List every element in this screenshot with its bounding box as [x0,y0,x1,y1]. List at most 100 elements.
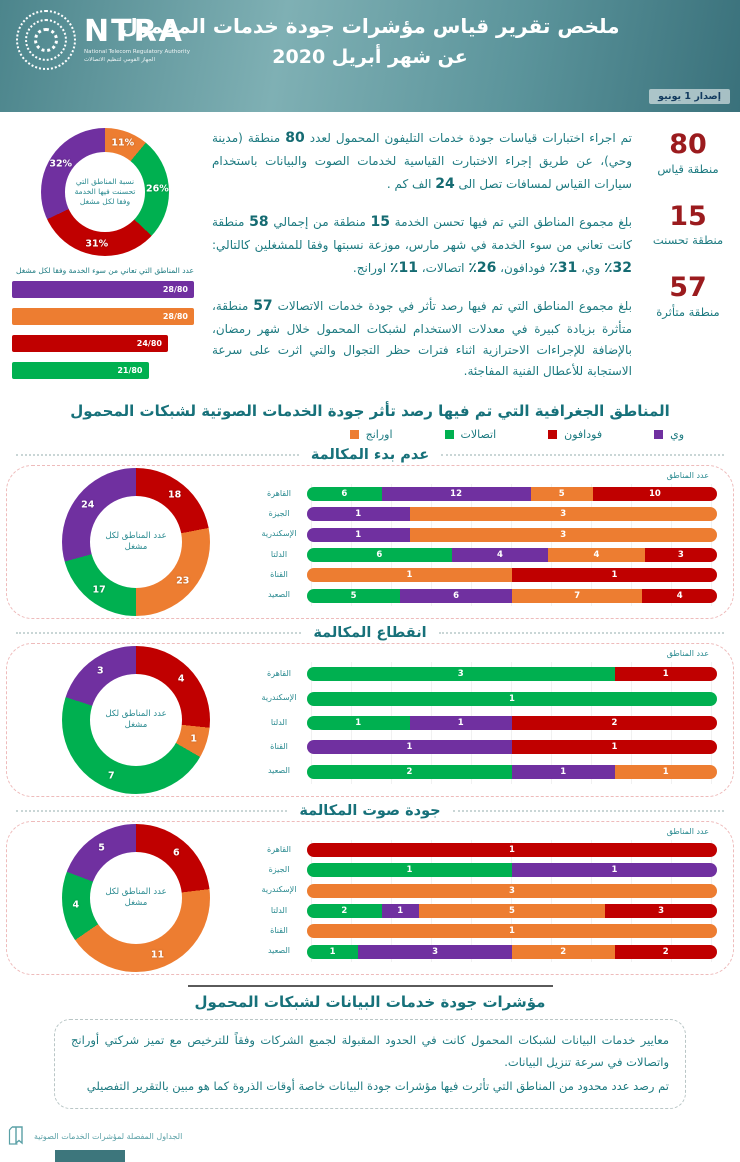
bar-segment-اورانج: 3 [409,507,717,522]
segment-value: 6 [453,590,460,601]
bar-row: الإسكندرية 1 3 [255,527,717,542]
donut-segment-label: 1 [190,733,198,745]
bar-row: الدلتا 6 4 4 3 [255,548,717,563]
bar-segment-وي: 3 [358,944,512,959]
bar-segment-فودافون: 3 [644,548,717,563]
segment-value: 1 [406,865,413,876]
bar-segment-فودافون: 1 [307,843,717,858]
bar-segment-اتصالات: 6 [307,548,452,563]
region-label: الصعيد [267,946,291,956]
donut-segment-label: 6 [172,847,180,859]
region-label: القناة [270,926,288,936]
summary-paragraph-3: بلغ مجموع المناطق التي تم فيها رصد تأثر … [212,298,632,378]
donut-wrap: 18 23 17 24 عدد المناطق لكل مشغل [17,468,255,616]
donut-segment-label: 23 [176,575,190,587]
donut-segment-label: 26% [145,183,169,195]
bar-value-label: 24/80 [136,339,162,348]
issue-date-badge: إصدار 1 يونيو [649,89,730,104]
segment-value: 1 [560,766,567,777]
donut-hole: عدد المناطق لكل مشغل [90,496,182,588]
region-label: الإسكندرية [261,885,297,895]
segment-value: 5 [509,906,515,917]
donut-chart: 18 23 17 24 عدد المناطق لكل مشغل [62,468,210,616]
axis-note-label: عدد المناطق [666,649,709,658]
voice-chart-group-voice-quality: جودة صوت المكالمة 6 11 4 5 عدد المناطق لكل مش… [6,803,734,975]
bar-row: القناة 1 1 [255,568,717,583]
bad-service-bar: 24/80 [12,335,168,352]
dotted-line [15,632,302,634]
region-label: الدلتا [270,549,288,559]
stacked-bar: 1 1 2 [307,715,717,730]
header: NTRA National Telecom Regulatory Authori… [0,0,740,112]
bar-segment-اورانج: 3 [409,527,717,542]
bar-row: القاهرة 3 1 [255,667,717,682]
donut-segment-label: 32% [49,158,73,170]
region-label: الجيزة [268,865,290,875]
logo-subtext-ar: الجهاز القومي لتنظيم الاتصالات [84,57,156,63]
stat-number: 57 [669,272,707,304]
dotted-line [441,454,724,456]
bar-row: القاهرة 6 12 5 10 [255,487,717,502]
segment-value: 1 [662,766,669,777]
bar-segment-وي: 1 [512,863,717,878]
segment-value: 1 [355,529,362,540]
segment-value: 3 [560,509,567,520]
bar-segment-فودافون: 1 [614,667,717,682]
donut-center-label: عدد المناطق لكل مشغل [105,530,167,552]
legend-item-وي: وي [654,428,684,441]
bar-segment-فودافون: 4 [642,588,717,603]
region-label: القاهرة [267,844,291,854]
bar-segment-اورانج: 2 [512,944,615,959]
bar-rows: القاهرة 6 12 5 10 الجيزة 1 3 الإسكندرية 1 3 الدلتا 6… [255,484,717,606]
bar-segment-اورانج: 1 [614,764,717,779]
segment-value: 2 [611,717,618,728]
segment-value: 1 [406,570,413,581]
bar-segment-اتصالات: 1 [307,691,717,706]
stacked-bar-chart: عدد المناطق القاهرة 1 الجيزة 1 1 الإسكندرية 3 ال… [255,826,723,970]
donut-chart: 6 11 4 5 عدد المناطق لكل مشغل [62,824,210,972]
donut-segment-label: 7 [107,770,115,781]
dotted-line [452,810,724,812]
summary-section: 11% 26% 31% 32% نسبة المناطق التي تحسنت فيها… [0,112,740,400]
bar-segment-وي: 4 [451,548,549,563]
summary-stats-column: 80 منطقة قياس 15 منطقة تحسنت 57 منطقة مت… [642,122,734,400]
bar-value-label: 21/80 [117,366,143,375]
stacked-bar-chart: عدد المناطق القاهرة 3 1 الإسكندرية 1 الدلتا 1 1 2… [255,648,723,792]
ntra-logo-text: NTRA National Telecom Regulatory Authori… [84,16,190,64]
bar-row: القناة 1 [255,924,717,939]
region-label: الصعيد [267,590,291,600]
donut-segment-label: 4 [72,899,80,911]
ntra-globe-icon [16,10,76,70]
voice-chart-groups: عدم بدء المكالمة 18 23 17 24 عدد المناطق لكل … [0,447,740,975]
summary-charts-column: 11% 26% 31% 32% نسبة المناطق التي تحسنت فيها… [4,122,206,400]
bar-row: الصعيد 2 1 1 [255,764,717,779]
stacked-bar: 5 6 7 4 [307,588,717,603]
donut-segment-label: 31% [85,238,109,250]
region-label: القاهرة [267,488,291,498]
bar-rows: القاهرة 1 الجيزة 1 1 الإسكندرية 3 الدلتا 2 1 5 3 الق… [255,840,717,962]
stat-caption: منطقة تحسنت [652,233,724,248]
region-label: القناة [270,570,288,580]
region-label: الجيزة [268,509,290,519]
bar-segment-اتصالات: 1 [307,944,359,959]
donut-segment-label: 11% [111,137,135,149]
bar-segment-اورانج: 7 [512,588,643,603]
donut-hole: عدد المناطق لكل مشغل [90,674,182,766]
bar-segment-فودافون: 10 [592,487,717,502]
stat-number: 15 [669,200,707,232]
stat-measured-areas: 80 منطقة قياس [642,130,734,176]
stacked-bar: 1 [307,843,717,858]
bad-service-bar: 28/80 [12,281,194,298]
region-label: الإسكندرية [261,693,297,703]
dotted-line [438,632,724,634]
donut-segment-label: 17 [92,584,106,596]
group-title: عدم بدء المكالمة [310,447,430,463]
bar-segment-اورانج: 1 [307,568,512,583]
donut-segment-label: 3 [97,665,104,677]
bar-segment-اتصالات: 1 [307,715,410,730]
bar-row: الدلتا 1 1 2 [255,715,717,730]
group-title-row: جودة صوت المكالمة [15,803,724,819]
axis-note-label: عدد المناطق [666,471,709,480]
